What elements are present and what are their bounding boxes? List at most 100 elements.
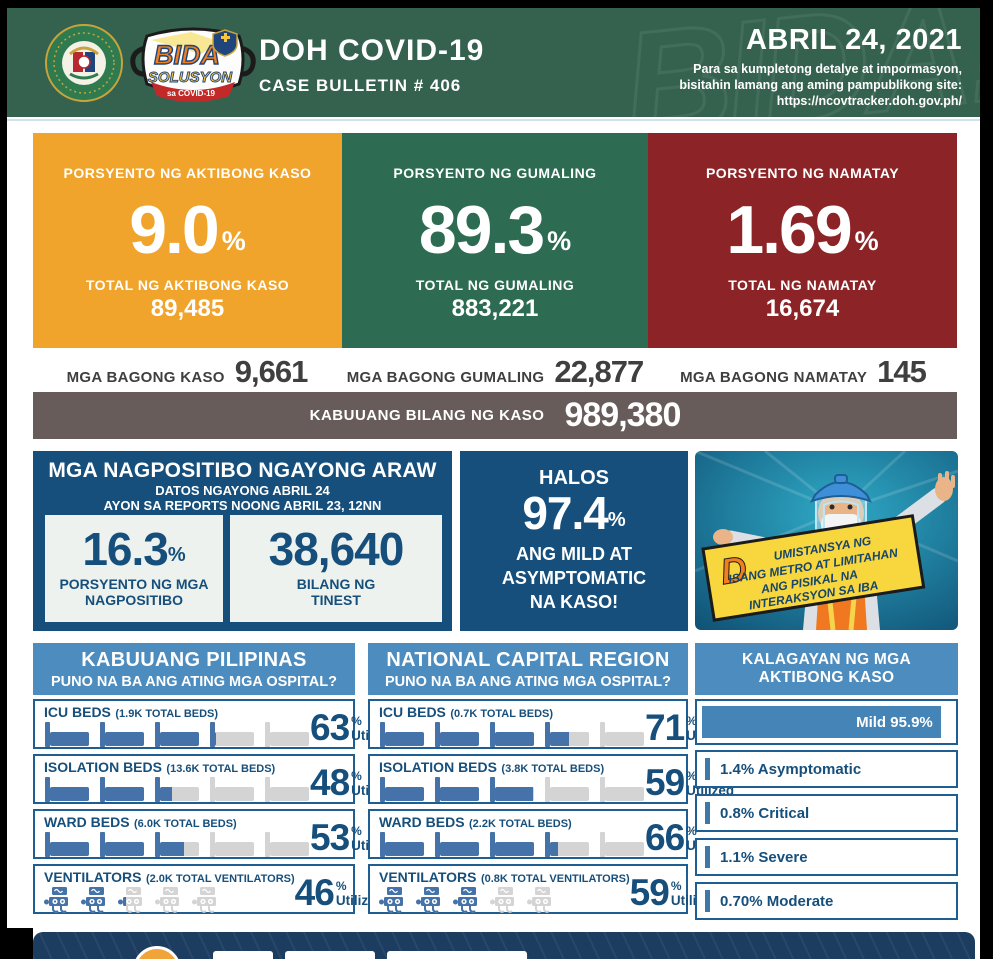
bed-icon [209,777,255,803]
header-divider [7,119,980,121]
recovered-box: PORSYENTO NG GUMALING 89.3 % TOTAL NG GU… [342,133,648,348]
header-note-line1: Para sa kumpletong detalye at impormasyo… [693,62,962,76]
bed-icon [44,832,90,858]
bed-icon [99,832,145,858]
resource-total-note: (2.2K TOTAL BEDS) [469,818,572,830]
status-tick-bar [705,846,710,868]
bed-icon [434,722,480,748]
bed-icon [264,777,310,803]
deaths-pct-value: 1.69 [726,192,852,269]
hospital-row: WARD BEDS (6.0K TOTAL BEDS)53%Utilized [33,809,399,859]
bulletin-title: DOH COVID-19 [259,34,485,67]
vent-icon [192,887,220,916]
status-tick-bar [705,890,710,912]
bed-icon [209,722,255,748]
bed-icon [489,832,535,858]
hospital-row: ICU BEDS (1.9K TOTAL BEDS)63%Utilized [33,699,399,749]
new-cases-row: MGA BAGONG KASO 9,661 MGA BAGONG GUMALIN… [33,354,957,392]
bed-icon [434,832,480,858]
bed-icon [599,722,645,748]
bed-icon [44,722,90,748]
total-cases-label: KABUUANG BILANG NG KASO [309,407,545,424]
bed-icon [544,722,590,748]
resource-label: ICU BEDS [379,704,446,720]
utilization-pictograph [379,832,645,858]
status-card: 1.4% Asymptomatic [695,750,958,788]
doh-seal-icon [45,24,123,102]
tracker-url[interactable]: https://ncovtracker.doh.gov.ph/ [776,94,962,108]
bed-icon [544,832,590,858]
active-status-header: KALAGAYAN NG MGA AKTIBONG KASO [695,643,958,695]
header-note-line2: bisitahin lamang ang aming pampublikong … [679,78,962,92]
bed-icon [599,777,645,803]
distancing-poster: D UMISTANSYA NG ISANG METRO AT LIMITAHAN… [695,451,958,630]
active-cases-box: PORSYENTO NG AKTIBONG KASO 9.0 % TOTAL N… [33,133,342,348]
positives-sub1: DATOS NGAYONG ABRIL 24 [155,483,330,498]
footer-logo-fragment [387,951,527,959]
status-tick-bar [705,802,710,824]
mild-asymptomatic-panel: HALOS 97.4 % ANG MILD AT ASYMPTOMATIC NA… [460,451,688,631]
bed-icon [434,777,480,803]
bida-solusyon-logo: BIDA SOLUSYON sa COVID-19 [130,27,256,102]
positives-today-panel: MGA NAGPOSITIBO NGAYONG ARAW DATOS NGAYO… [33,451,452,631]
svg-text:BIDA: BIDA [154,40,220,70]
new-recoveries: MGA BAGONG GUMALING 22,877 [346,354,644,389]
resource-label: ICU BEDS [44,704,111,720]
footer-logo-fragment [213,951,273,959]
new-cases: MGA BAGONG KASO 9,661 [66,354,309,389]
bed-icon [379,777,425,803]
resource-total-note: (1.9K TOTAL BEDS) [115,708,219,720]
bed-icon [379,722,425,748]
utilization-pictograph [44,887,295,916]
mild-share-bar: Mild 95.9% [702,706,941,738]
hospital-row: VENTILATORS (2.0K TOTAL VENTILATORS) 46% U… [33,864,384,916]
bed-icon [154,722,200,748]
total-cases-value: 989,380 [564,396,681,434]
resource-label: ISOLATION BEDS [379,759,497,775]
positives-sub2: AYON SA REPORTS NOONG ABRIL 23, 12NN [103,498,382,513]
vent-icon [527,887,555,916]
active-total-value: 89,485 [150,295,225,322]
vent-icon [118,887,146,916]
bulletin-number: CASE BULLETIN # 406 [259,76,462,95]
bed-icon [489,777,535,803]
deaths-total-label: TOTAL NG NAMATAY [728,277,877,293]
svg-text:SOLUSYON: SOLUSYON [148,69,233,86]
bed-icon [264,722,310,748]
vent-icon [416,887,444,916]
resource-total-note: (6.0K TOTAL BEDS) [134,818,237,830]
resource-label: WARD BEDS [44,814,130,830]
new-deaths: MGA BAGONG NAMATAY 145 [680,354,927,389]
hospital-row: VENTILATORS (0.8K TOTAL VENTILATORS)59%U… [368,864,719,916]
worker-cartoon: D UMISTANSYA NG ISANG METRO AT LIMITAHAN… [695,451,958,630]
svg-text:sa COVID-19: sa COVID-19 [167,89,216,98]
resource-total-note: (0.7K TOTAL BEDS) [450,708,554,720]
active-pct-label: PORSYENTO NG AKTIBONG KASO [63,165,312,181]
footer-logo-fragment [285,951,375,959]
vent-icon [44,887,72,916]
recovered-pct-value: 89.3 [418,192,545,269]
bulletin-date: ABRIL 24, 2021 [745,24,962,56]
resource-total-note: (13.6K TOTAL BEDS) [166,763,276,775]
bed-icon [599,832,645,858]
bed-icon [379,832,425,858]
hospital-row: ISOLATION BEDS (13.6K TOTAL BEDS)48%Util… [33,754,399,804]
status-card: 0.8% Critical [695,794,958,832]
vent-icon [379,887,407,916]
utilization-pictograph [44,722,310,748]
deaths-total-value: 16,674 [765,295,840,322]
vent-icon [155,887,183,916]
positivity-rate-card: 16.3 % PORSYENTO NG MGA NAGPOSITIBO [45,515,223,622]
header: BIDA! BIDA SOLUSYON sa COVID-19 DOH COVI… [7,8,980,117]
utilization-pictograph [379,722,645,748]
bed-icon [44,777,90,803]
hospital-row: WARD BEDS (2.2K TOTAL BEDS)66%Utilized [368,809,734,859]
resource-total-note: (2.0K TOTAL VENTILATORS) [145,873,295,885]
deaths-pct-label: PORSYENTO NG NAMATAY [705,165,900,181]
bed-icon [209,832,255,858]
active-pct-value: 9.0 [129,192,220,269]
footer-strip [33,932,975,959]
utilization-pictograph [379,777,645,803]
deaths-box: PORSYENTO NG NAMATAY 1.69 % TOTAL NG NAM… [648,133,957,348]
